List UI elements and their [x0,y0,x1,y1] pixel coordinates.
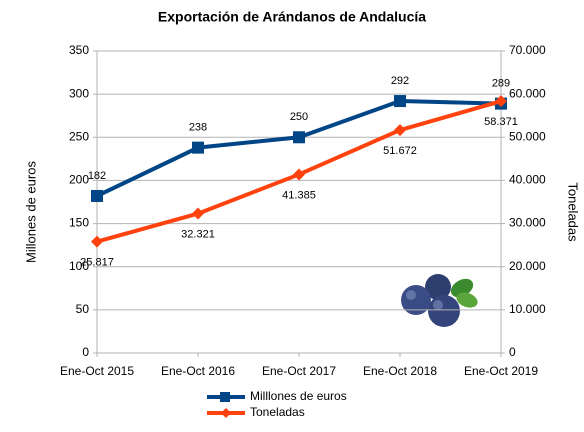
legend-marker [220,392,230,402]
blueberry-image [401,274,480,327]
y2-tick-label: 60.000 [509,86,546,100]
legend-label: Milllones de euros [250,389,347,403]
x-tick-label: Ene-Oct 2018 [363,364,437,378]
y-tick-label: 0 [82,345,89,359]
y-axis-label: Millones de euros [23,161,38,263]
marker [293,168,305,180]
marker [91,236,103,248]
data-label: 58.371 [484,116,518,128]
y2-axis-label: Toneladas [566,182,581,242]
x-tick-label: Ene-Oct 2019 [464,364,538,378]
marker [394,95,406,107]
y2-tick-label: 40.000 [509,173,546,187]
data-label: 250 [290,111,308,123]
x-tick-label: Ene-Oct 2017 [262,364,336,378]
y2-tick-label: 50.000 [509,129,546,143]
marker [293,131,305,143]
y-tick-label: 350 [69,43,89,57]
y-tick-label: 50 [76,302,90,316]
x-tick-label: Ene-Oct 2016 [161,364,235,378]
data-label: 25.817 [80,257,114,269]
legend-label: Toneladas [250,405,305,419]
y-tick-label: 200 [69,173,89,187]
data-label: 292 [391,75,409,87]
y2-tick-label: 10.000 [509,302,546,316]
y2-tick-label: 20.000 [509,259,546,273]
marker [192,208,204,220]
x-tick-label: Ene-Oct 2015 [60,364,134,378]
data-label: 32.321 [181,228,215,240]
y2-tick-label: 30.000 [509,216,546,230]
data-label: 238 [189,122,207,134]
data-label: 51.672 [383,145,417,157]
data-label: 182 [88,170,106,182]
y-tick-label: 300 [69,86,89,100]
marker [192,142,204,154]
chart-title: Exportación de Arándanos de Andalucía [158,9,426,25]
y-tick-label: 250 [69,129,89,143]
y2-tick-label: 0 [509,345,516,359]
data-label: 289 [492,78,510,90]
marker [91,190,103,202]
marker [394,124,406,136]
chart: Exportación de Arándanos de Andalucía Mi… [0,0,584,432]
y2-tick-label: 70.000 [509,43,546,57]
legend-marker [221,408,231,418]
data-label: 41.385 [282,189,316,201]
y-tick-label: 150 [69,216,89,230]
